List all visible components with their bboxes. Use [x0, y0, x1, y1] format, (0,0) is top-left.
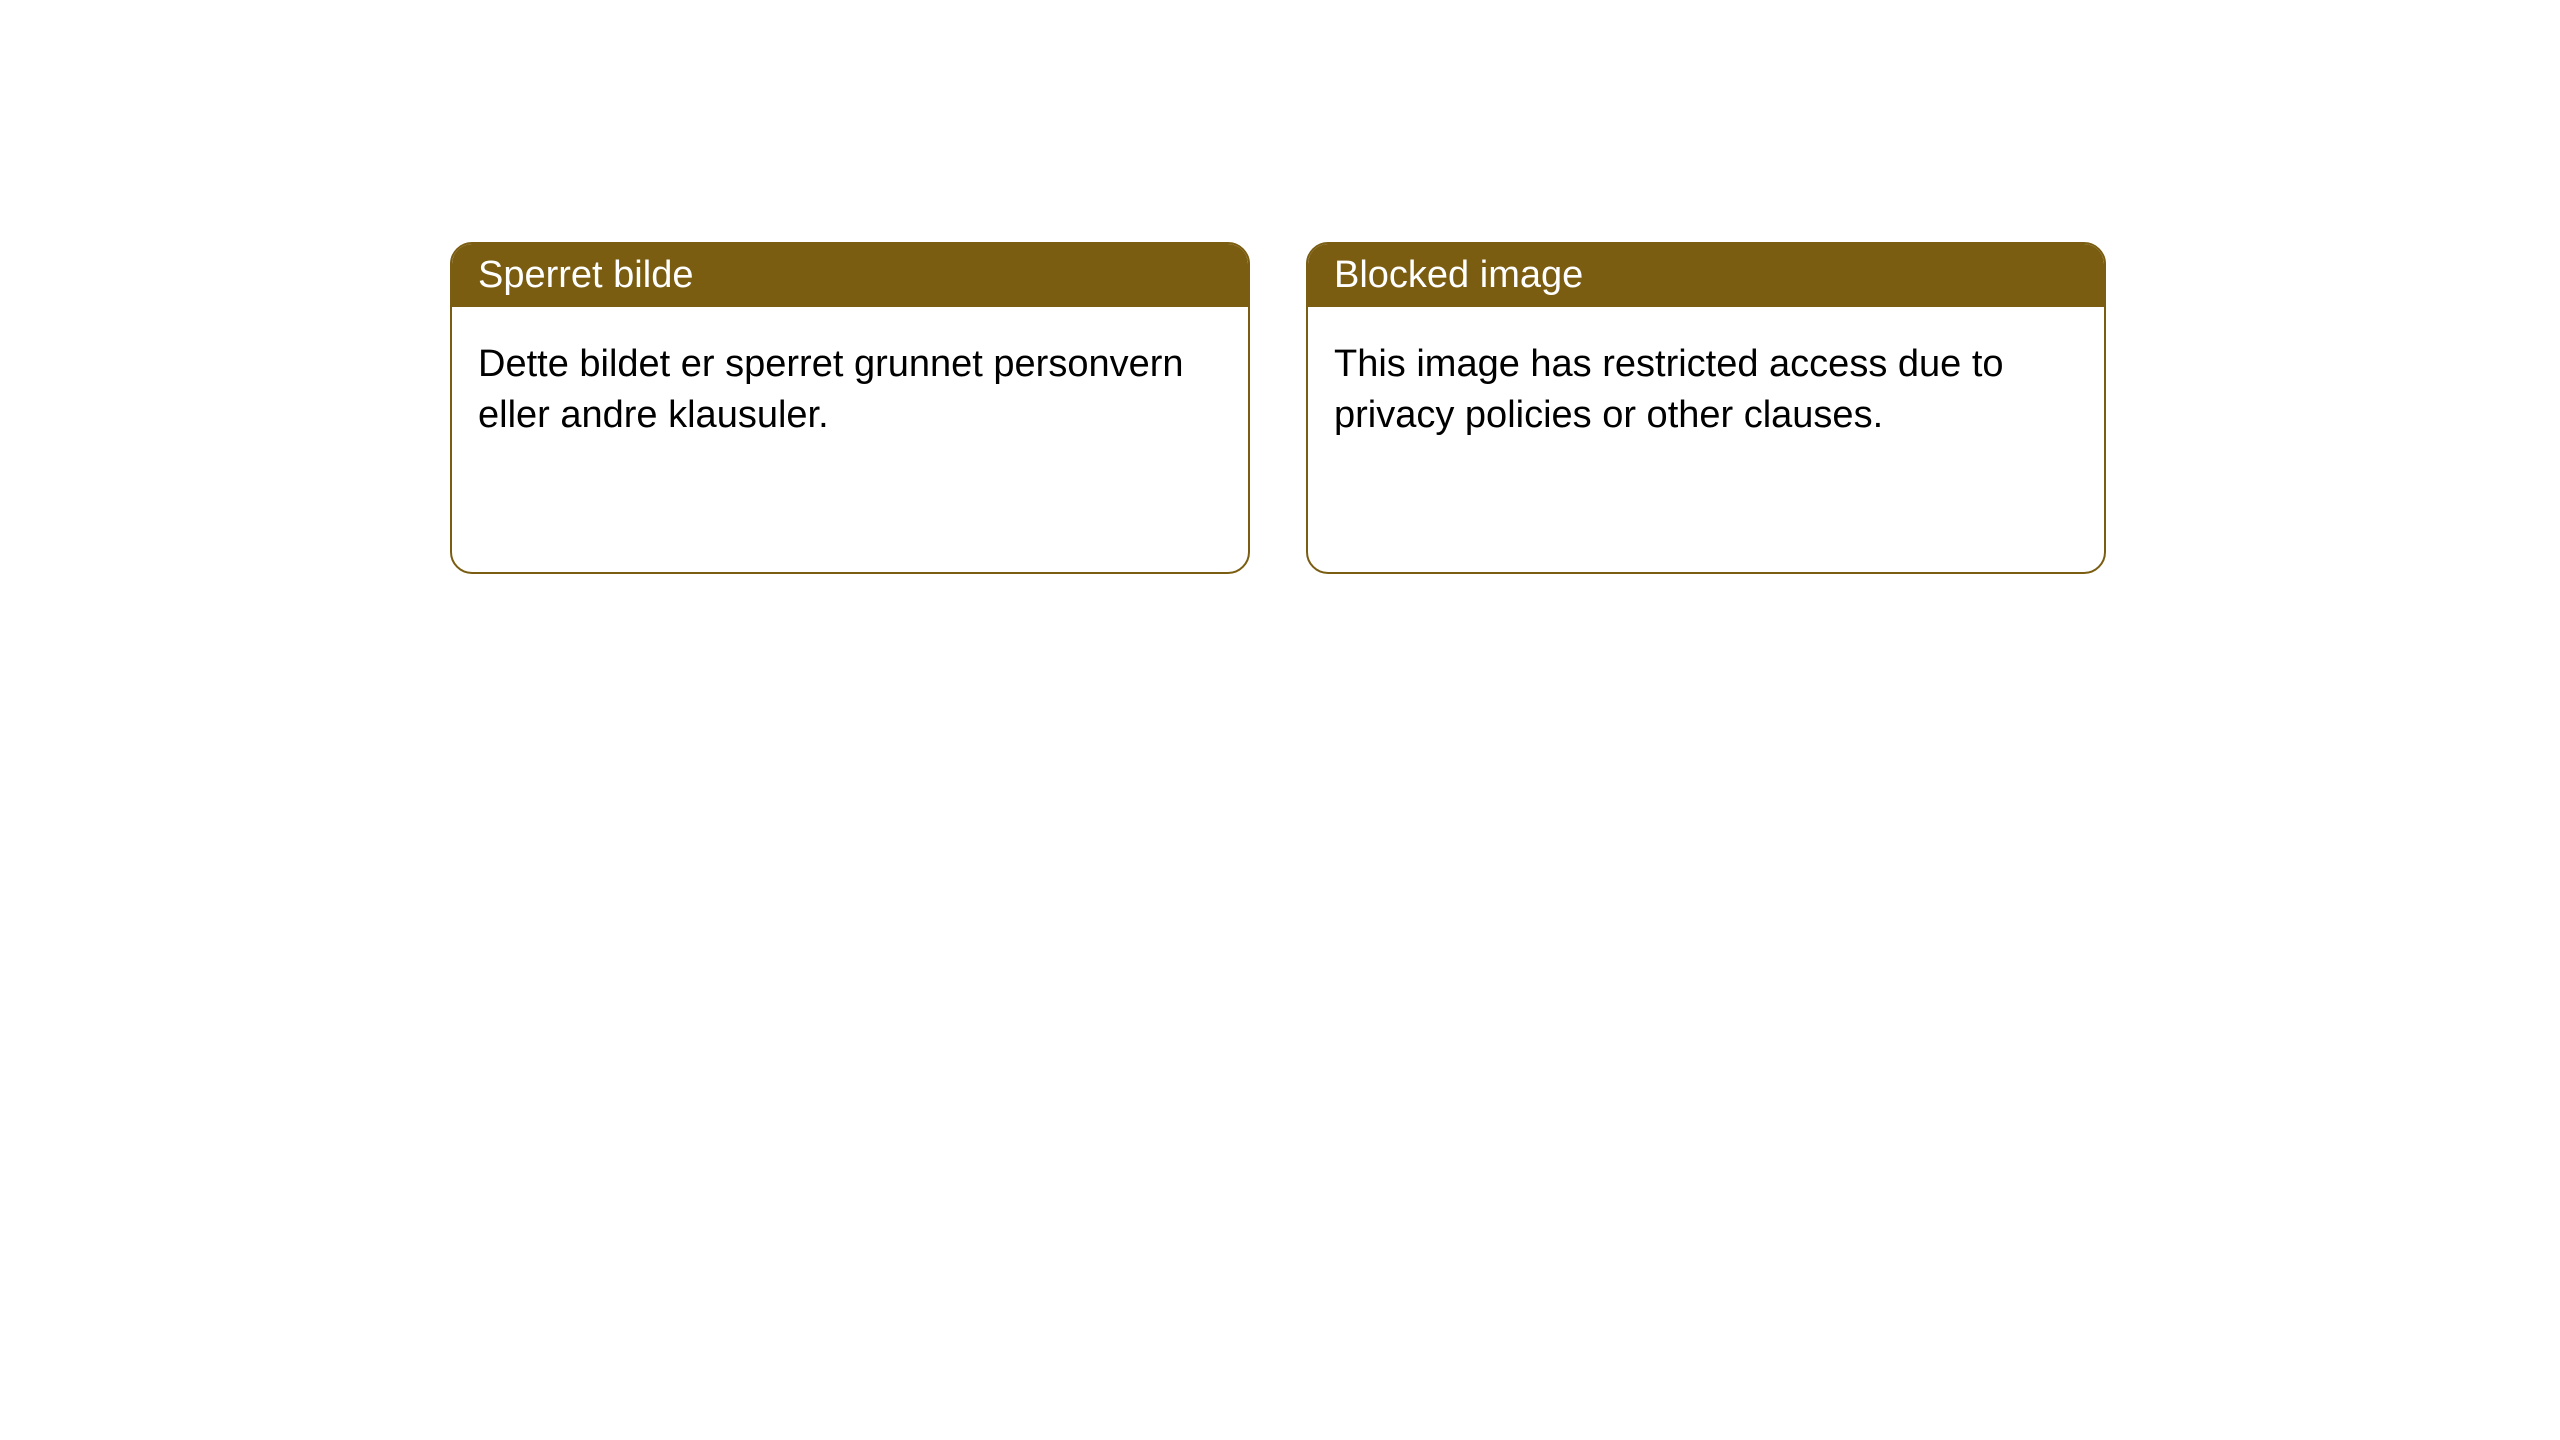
notice-body: Dette bildet er sperret grunnet personve… — [452, 307, 1248, 474]
notice-body: This image has restricted access due to … — [1308, 307, 2104, 474]
notice-header: Sperret bilde — [452, 244, 1248, 307]
notice-title: Blocked image — [1334, 254, 1583, 296]
notice-title: Sperret bilde — [478, 254, 693, 296]
notice-card-english: Blocked image This image has restricted … — [1306, 242, 2106, 574]
notice-body-text: Dette bildet er sperret grunnet personve… — [478, 343, 1184, 436]
notice-header: Blocked image — [1308, 244, 2104, 307]
notice-cards-container: Sperret bilde Dette bildet er sperret gr… — [450, 242, 2106, 574]
notice-card-norwegian: Sperret bilde Dette bildet er sperret gr… — [450, 242, 1250, 574]
notice-body-text: This image has restricted access due to … — [1334, 343, 2004, 436]
